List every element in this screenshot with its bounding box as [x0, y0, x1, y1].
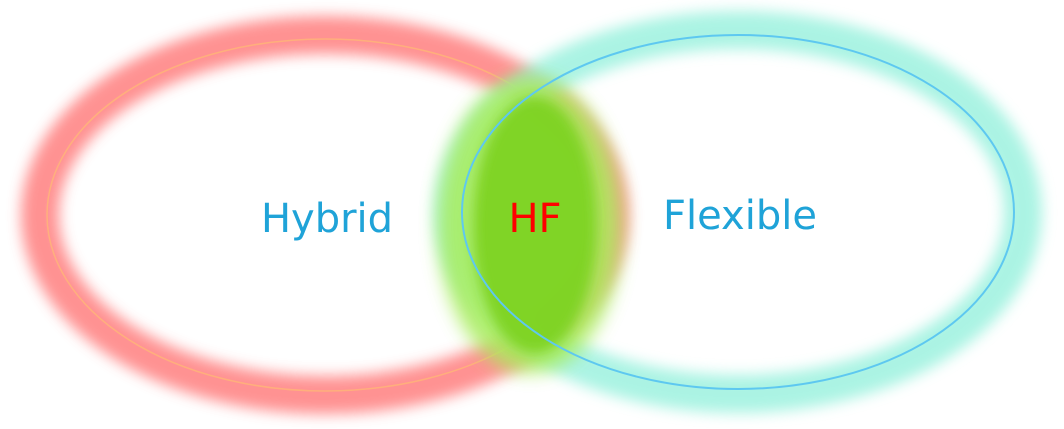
intersection-region: [438, 77, 622, 373]
flexible-label: Flexible: [663, 193, 817, 239]
hybrid-label: Hybrid: [261, 196, 393, 242]
intersection-core: [473, 97, 597, 353]
intersection-label: HF: [508, 196, 561, 242]
flexible-ring-outline: [461, 34, 1015, 390]
